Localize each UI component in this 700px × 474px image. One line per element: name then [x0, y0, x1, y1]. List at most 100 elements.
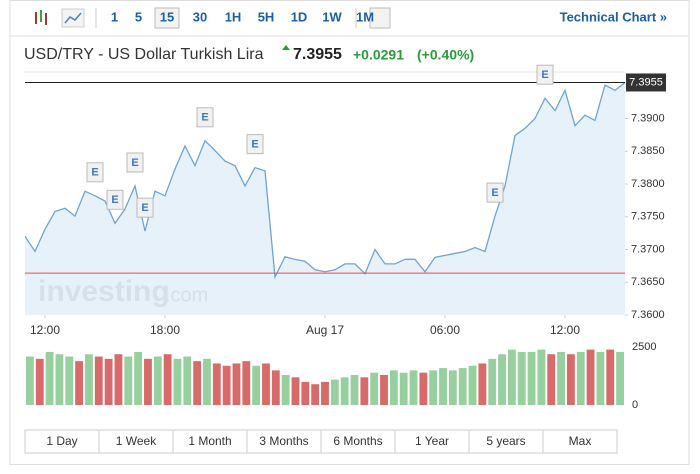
volume-bar: [507, 349, 516, 405]
event-marker[interactable]: [126, 152, 144, 173]
volume-bar: [252, 365, 261, 405]
volume-bar: [311, 384, 320, 405]
volume-bar: [94, 356, 103, 405]
volume-bar: [55, 354, 64, 405]
volume-bar: [586, 349, 595, 405]
range-label: 3 Months: [259, 434, 308, 448]
volume-bar: [281, 375, 290, 405]
range-label: Max: [569, 434, 592, 448]
change: +0.0291: [353, 47, 404, 63]
volume-bar: [222, 365, 231, 405]
interval-button[interactable]: 1D: [291, 9, 308, 24]
interval-selected: [154, 7, 180, 29]
interval-button[interactable]: 5H: [258, 9, 275, 24]
price: 7.3955: [293, 46, 342, 63]
volume-bar: [75, 361, 84, 405]
event-label: E: [251, 139, 258, 151]
volume-bar: [429, 370, 438, 405]
volume-bar: [498, 354, 506, 405]
volume-bar: [45, 351, 54, 405]
volume-bar: [566, 354, 575, 405]
volume-bar: [596, 351, 605, 405]
volume-bar: [458, 368, 467, 405]
volume-bar: [576, 351, 585, 405]
change-percent: (+0.40%): [417, 47, 474, 63]
volume-bar: [65, 356, 74, 405]
volume-bar: [340, 377, 349, 405]
event-marker[interactable]: [106, 189, 124, 210]
event-label: E: [131, 157, 138, 169]
event-marker[interactable]: [486, 182, 504, 203]
volume-bar: [360, 377, 369, 405]
interval-button[interactable]: 30: [193, 9, 207, 24]
range-label: 5 years: [486, 434, 525, 448]
interval-button[interactable]: 1W: [322, 9, 342, 24]
volume-bar: [517, 351, 526, 405]
interval-button[interactable]: 15: [160, 9, 174, 24]
volume-bar: [350, 375, 359, 405]
x-tick-label: Aug 17: [306, 323, 344, 337]
range-label: 1 Month: [188, 434, 231, 448]
volume-bar: [232, 363, 241, 405]
volume-bar: [616, 351, 624, 405]
last-price-label: 7.3955: [629, 76, 663, 88]
y-tick-label: 7.3600: [631, 309, 665, 321]
volume-bar: [370, 372, 379, 405]
volume-bar: [468, 365, 477, 405]
volume-bar: [212, 363, 221, 405]
settings-icon[interactable]: [369, 7, 391, 29]
event-label: E: [491, 187, 498, 199]
interval-button[interactable]: 5: [135, 9, 142, 24]
volume-bar: [183, 356, 192, 405]
event-label: E: [201, 112, 208, 124]
range-label: 6 Months: [333, 434, 382, 448]
up-arrow: [282, 45, 290, 50]
volume-bar: [537, 349, 546, 405]
range-label: 1 Day: [46, 434, 77, 448]
event-marker[interactable]: [536, 64, 554, 85]
event-marker[interactable]: [136, 197, 154, 218]
volume-bar: [144, 358, 152, 405]
technical-chart-link[interactable]: Technical Chart »: [560, 9, 667, 24]
interval-button[interactable]: 1H: [225, 9, 242, 24]
volume-bar: [419, 372, 428, 405]
interval-button[interactable]: 1M: [356, 9, 374, 24]
volume-bar: [547, 354, 556, 405]
volume-bar: [114, 354, 123, 405]
event-label: E: [91, 167, 98, 179]
x-tick-label: 12:00: [550, 323, 580, 337]
instrument-title: USD/TRY - US Dollar Turkish Lira: [24, 46, 264, 63]
volume-bar: [193, 361, 202, 405]
x-tick-label: 12:00: [30, 323, 60, 337]
volume-bar: [321, 381, 329, 405]
event-marker[interactable]: [86, 162, 104, 183]
event-marker[interactable]: [196, 107, 214, 128]
volume-bar: [153, 356, 162, 405]
candle-icon[interactable]: [35, 10, 47, 25]
volume-bar: [203, 358, 211, 405]
volume-bar: [271, 370, 280, 405]
x-tick-label: 18:00: [150, 323, 180, 337]
y-tick-label: 7.3800: [631, 178, 665, 190]
range-button[interactable]: [542, 429, 618, 454]
volume-bar: [527, 351, 536, 405]
volume-bar: [242, 361, 251, 405]
volume-bar: [291, 377, 300, 405]
y2-tick-label: 0: [632, 399, 638, 411]
y-tick-label: 7.3700: [631, 243, 665, 255]
volume-bar: [301, 381, 310, 405]
event-label: E: [141, 202, 148, 214]
volume-bar: [448, 370, 457, 405]
volume-bar: [557, 351, 565, 405]
volume-bar: [606, 349, 615, 405]
x-tick-label: 06:00: [430, 323, 460, 337]
volume-bar: [124, 356, 133, 405]
event-marker[interactable]: [246, 134, 264, 155]
range-label: 1 Year: [415, 434, 449, 448]
interval-button[interactable]: 1: [111, 9, 118, 24]
range-label: 1 Week: [116, 434, 157, 448]
widget-border: [9, 0, 690, 465]
y2-tick-label: 2500: [632, 341, 656, 353]
event-label: E: [111, 194, 118, 206]
